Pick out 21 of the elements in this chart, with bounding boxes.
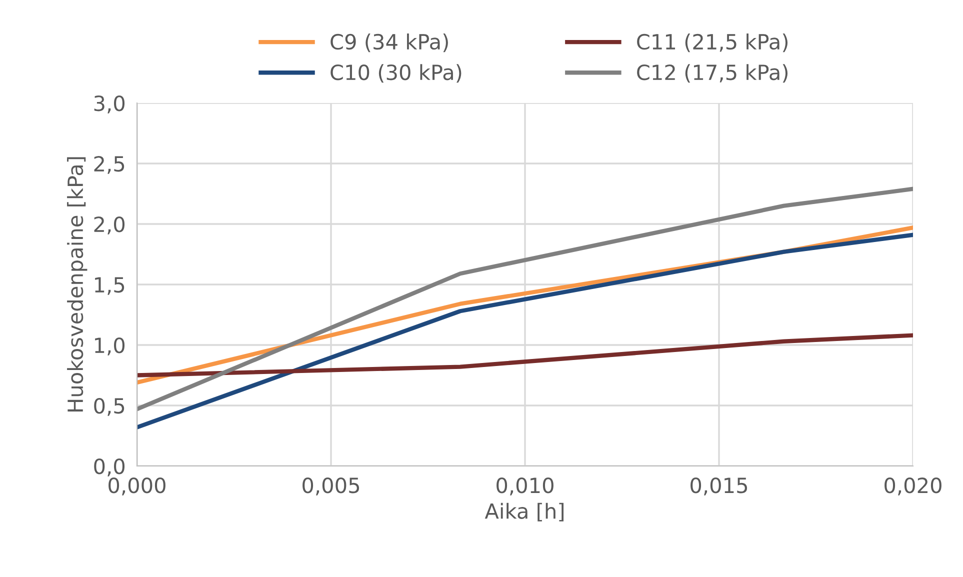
y-tick-label: 1,5 (95, 277, 124, 295)
line-series (137, 232, 913, 430)
legend-label: C11 (21,5 kPa) (637, 34, 788, 52)
y-axis-title: Huokosvedenpaine [kPa] (67, 157, 88, 412)
x-tick-label: 0,015 (690, 477, 747, 496)
y-tick-label: 2,5 (94, 156, 124, 174)
line-series (137, 186, 913, 412)
x-tick-label: 0,005 (302, 477, 359, 496)
x-axis-title: Aika [h] (484, 502, 564, 522)
x-tick-label: 0,020 (884, 477, 942, 496)
y-tick-label: 3,0 (94, 95, 125, 114)
y-tick-label: 0,5 (94, 398, 124, 416)
x-tick-label: 0,010 (496, 477, 554, 496)
x-tick-label: 0,000 (108, 477, 166, 496)
legend-label: C10 (30 kPa) (330, 64, 462, 83)
y-tick-label: 2,0 (94, 216, 125, 234)
y-tick-label: 1,0 (95, 337, 125, 356)
legend-label: C9 (34 kPa) (330, 34, 448, 52)
line-series (137, 333, 913, 378)
legend-label: C12 (17,5 kPa) (637, 64, 788, 83)
y-tick-label: 0,0 (94, 458, 125, 476)
